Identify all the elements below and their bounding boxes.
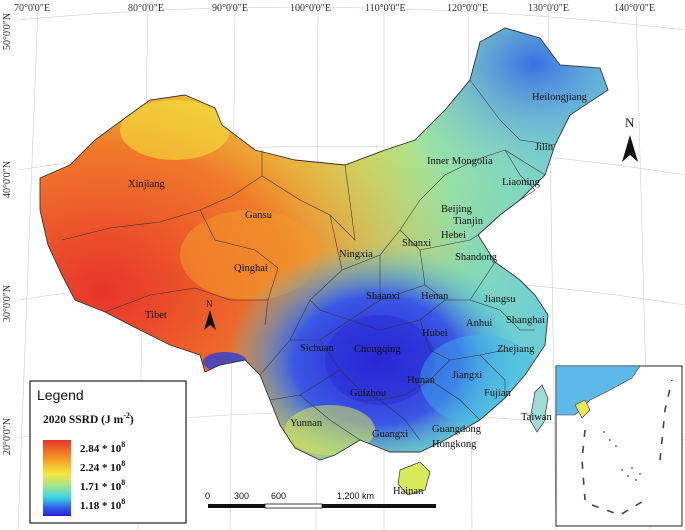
province-label: Shanghai bbox=[506, 315, 545, 326]
province-label: Beijing bbox=[441, 204, 473, 215]
hainan-island bbox=[397, 461, 431, 496]
province-label: Tibet bbox=[145, 310, 167, 321]
lat-label: 20°0'0"N bbox=[2, 418, 13, 455]
province-label: Zhejiang bbox=[497, 344, 535, 355]
lon-label: 130°0'0"E bbox=[528, 3, 569, 14]
province-labels: Xinjiang Tibet Qinghai Gansu Inner Mongo… bbox=[128, 92, 588, 497]
taiwan-island bbox=[529, 384, 549, 433]
province-label: Heilongjiang bbox=[532, 92, 588, 103]
scale-tick: 1,200 km bbox=[337, 491, 374, 501]
province-label: Shanxi bbox=[402, 238, 431, 249]
province-label: Guangdong bbox=[432, 424, 482, 435]
legend: Legend 2020 SSRD (J m-2) 2.84 * 108 2.24… bbox=[29, 380, 187, 524]
province-label: Qinghai bbox=[234, 263, 268, 274]
province-label: Hongkong bbox=[432, 439, 477, 450]
lat-label: 50°0'0"N bbox=[2, 13, 13, 50]
legend-subtitle: 2020 SSRD (J m-2) bbox=[43, 411, 134, 426]
province-label: Guangxi bbox=[372, 429, 408, 440]
scale-tick: 600 bbox=[271, 491, 286, 501]
province-label: Shaanxi bbox=[366, 291, 400, 302]
north-arrow-label: N bbox=[625, 115, 635, 130]
province-label: Chongqing bbox=[354, 344, 401, 355]
lon-label: 70°0'0"E bbox=[14, 3, 50, 14]
province-label: Henan bbox=[421, 291, 449, 302]
legend-tick: 1.18 * 108 bbox=[80, 497, 125, 512]
north-arrow-small: N bbox=[204, 299, 216, 330]
province-label: Fujian bbox=[484, 388, 512, 399]
province-label: Inner Mongolia bbox=[427, 156, 493, 167]
province-label: Gansu bbox=[245, 210, 273, 221]
province-label: Sichuan bbox=[300, 343, 335, 354]
province-label: Guizhou bbox=[350, 388, 387, 399]
lon-label: 110°0'0"E bbox=[365, 3, 406, 14]
province-label: Hunan bbox=[407, 375, 436, 386]
lon-label: 100°0'0"E bbox=[290, 3, 331, 14]
lon-label: 80°0'0"E bbox=[128, 3, 164, 14]
province-label: Xinjiang bbox=[128, 179, 165, 190]
lon-label: 120°0'0"E bbox=[447, 3, 488, 14]
legend-title: Legend bbox=[37, 387, 84, 403]
north-arrow: N bbox=[622, 115, 638, 162]
province-label: Jiangxi bbox=[452, 370, 482, 381]
legend-color-ramp bbox=[43, 440, 71, 516]
province-borders bbox=[61, 79, 556, 441]
lat-label: 40°0'0"N bbox=[2, 161, 13, 198]
lon-label: 140°0'0"E bbox=[614, 3, 655, 14]
lon-label: 90°0'0"E bbox=[212, 3, 248, 14]
lat-label: 30°0'0"N bbox=[2, 285, 13, 322]
province-label: Hebei bbox=[441, 230, 466, 241]
province-label: Tianjin bbox=[453, 216, 484, 227]
china-outline bbox=[39, 27, 609, 461]
province-label: Jiangsu bbox=[484, 294, 516, 305]
legend-tick: 2.24 * 108 bbox=[80, 459, 125, 474]
province-label: Shandong bbox=[455, 252, 498, 263]
north-arrow-small-label: N bbox=[206, 299, 213, 309]
province-label: Yunnan bbox=[290, 418, 323, 429]
legend-tick: 2.84 * 108 bbox=[80, 440, 125, 455]
province-label: Liaoning bbox=[502, 177, 541, 188]
province-label: Ningxia bbox=[339, 249, 373, 260]
province-label: Anhui bbox=[466, 318, 492, 329]
legend-tick: 1.71 * 108 bbox=[80, 478, 125, 493]
province-label: Hainan bbox=[393, 486, 424, 497]
scale-tick: 300 bbox=[234, 491, 249, 501]
province-label: Jilin bbox=[535, 142, 554, 153]
scale-tick: 0 bbox=[205, 491, 210, 501]
scale-bar: 0 300 600 1,200 km bbox=[205, 491, 436, 509]
south-china-sea-inset bbox=[555, 365, 683, 527]
graticule-labels: 70°0'0"E 80°0'0"E 90°0'0"E 100°0'0"E 110… bbox=[2, 3, 655, 455]
province-label: Taiwan bbox=[521, 412, 553, 423]
province-label: Hubei bbox=[422, 328, 448, 339]
